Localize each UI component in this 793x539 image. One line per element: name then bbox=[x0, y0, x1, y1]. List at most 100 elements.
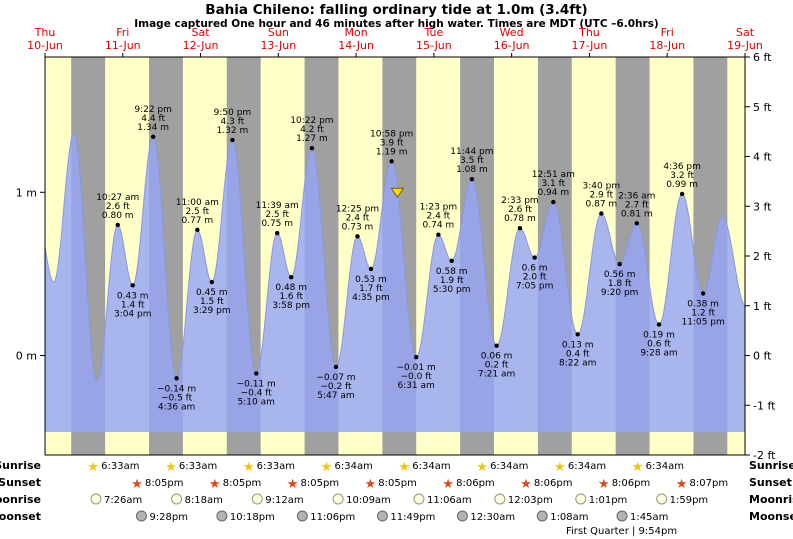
astro-time-label: 6:34am bbox=[335, 461, 373, 472]
svg-text:1.34 m: 1.34 m bbox=[137, 123, 169, 133]
tide-low-annotation: 0.19 m0.6 ft9:28 am bbox=[640, 322, 678, 358]
sunset-event: ★ 8:06pm bbox=[520, 477, 572, 492]
tide-extreme-dot bbox=[389, 159, 394, 164]
tide-line bbox=[44, 133, 746, 383]
astro-row-sunset: Sunset Sunset★ 8:05pm ★ 8:05pm ★ 8:05pm ★ 8:05pm… bbox=[0, 476, 792, 492]
astro-group: SunriseSunrise★6:33am★6:33am★6:33am★6:34… bbox=[0, 459, 793, 523]
tide-high-annotation: 1:23 pm2.4 ft0.74 m bbox=[420, 203, 457, 237]
sunrise-star-icon: ★ bbox=[632, 460, 644, 475]
row-label-right: Sunset bbox=[749, 476, 792, 489]
day-label-group: Thu10-JunFri11-JunSat12-JunSun13-JunMon1… bbox=[27, 26, 763, 57]
current-tide-marker bbox=[390, 187, 405, 199]
astro-time-label: 11:06pm bbox=[310, 512, 355, 523]
right-axis-label: -2 ft bbox=[753, 449, 776, 462]
svg-text:18-Jun: 18-Jun bbox=[649, 39, 685, 52]
svg-text:2.0 ft: 2.0 ft bbox=[523, 273, 547, 283]
tide-extreme-dot bbox=[551, 199, 556, 205]
svg-text:2.5 ft: 2.5 ft bbox=[265, 210, 289, 220]
svg-text:0.53 m: 0.53 m bbox=[355, 275, 387, 285]
svg-text:0.58 m: 0.58 m bbox=[436, 267, 468, 277]
astro-time-label: 12:03pm bbox=[508, 495, 553, 506]
moonset-event: 10:18pm bbox=[216, 510, 275, 523]
svg-text:3.2 ft: 3.2 ft bbox=[670, 171, 694, 181]
tide-extreme-dot bbox=[617, 261, 622, 267]
svg-text:0.80 m: 0.80 m bbox=[102, 211, 134, 221]
svg-text:2.4 ft: 2.4 ft bbox=[427, 212, 451, 222]
row-label-right: Sunrise bbox=[749, 459, 793, 472]
svg-text:0.87 m: 0.87 m bbox=[586, 199, 618, 209]
tide-low-annotation: 0.48 m1.6 ft3:58 pm bbox=[272, 274, 310, 311]
sunrise-star-icon: ★ bbox=[398, 460, 410, 475]
right-axis-label: 2 ft bbox=[753, 250, 772, 263]
astro-time-label: 6:33am bbox=[101, 461, 139, 472]
astro-time-label: 8:05pm bbox=[301, 478, 340, 489]
astro-time-label: 10:18pm bbox=[230, 512, 275, 523]
svg-text:10:22 pm: 10:22 pm bbox=[290, 116, 333, 126]
svg-text:4:35 pm: 4:35 pm bbox=[352, 293, 390, 303]
moonrise-event: 9:12am bbox=[251, 493, 304, 506]
moonset-icon bbox=[456, 510, 468, 522]
sunset-event: ★ 8:05pm bbox=[364, 477, 416, 492]
svg-text:4.3 ft: 4.3 ft bbox=[221, 117, 245, 127]
tide-high-annotation: 2:33 pm2.6 ft0.78 m bbox=[501, 196, 539, 231]
tide-area bbox=[45, 133, 745, 432]
tide-extreme-dot bbox=[209, 279, 215, 285]
svg-text:−0.0 ft: −0.0 ft bbox=[400, 372, 432, 382]
sunrise-star-icon: ★ bbox=[87, 460, 99, 475]
svg-text:8:22 am: 8:22 am bbox=[559, 358, 596, 368]
svg-text:0.19 m: 0.19 m bbox=[643, 330, 675, 340]
svg-text:16-Jun: 16-Jun bbox=[494, 39, 530, 52]
tide-high-annotation: 9:50 pm4.3 ft1.32 m bbox=[214, 108, 251, 143]
tide-extreme-dot bbox=[575, 332, 580, 337]
moonrise-event: 12:03pm bbox=[494, 493, 553, 506]
right-axis-label: 5 ft bbox=[753, 101, 772, 114]
svg-text:3.5 ft: 3.5 ft bbox=[460, 156, 484, 166]
svg-text:9:28 am: 9:28 am bbox=[640, 348, 677, 358]
moonset-event: 1:45am bbox=[616, 510, 668, 523]
right-axis-label: 1 ft bbox=[753, 300, 772, 313]
svg-text:−0.07 m: −0.07 m bbox=[316, 373, 355, 383]
sunrise-star-icon: ★ bbox=[321, 460, 333, 475]
tide-high-annotation: 4:36 pm3.2 ft0.99 m bbox=[663, 162, 701, 197]
tide-high-annotation: 11:44 pm3.5 ft1.08 m bbox=[450, 147, 494, 182]
svg-text:0.78 m: 0.78 m bbox=[504, 214, 536, 224]
moonset-icon bbox=[216, 510, 228, 522]
sunset-event: ★ 8:06pm bbox=[442, 477, 494, 492]
svg-text:5:10 am: 5:10 am bbox=[238, 397, 275, 407]
moon-phase-footnote: First Quarter | 9:54pm bbox=[566, 526, 677, 537]
astro-row-sunrise: SunriseSunrise★6:33am★6:33am★6:33am★6:34… bbox=[0, 459, 793, 475]
svg-text:11:44 pm: 11:44 pm bbox=[450, 147, 493, 157]
sunrise-star-icon: ★ bbox=[476, 460, 488, 475]
svg-text:4:36 pm: 4:36 pm bbox=[663, 162, 701, 172]
astro-time-label: 8:05pm bbox=[145, 478, 184, 489]
right-axis-label: 4 ft bbox=[753, 151, 772, 164]
svg-text:3:04 pm: 3:04 pm bbox=[114, 309, 152, 319]
sunrise-star-icon: ★ bbox=[165, 460, 177, 475]
tide-extreme-dot bbox=[494, 343, 499, 348]
moonset-event: 11:49pm bbox=[376, 510, 435, 523]
moonset-event: 9:28pm bbox=[135, 510, 188, 523]
sunset-star-icon: ★ bbox=[209, 477, 221, 492]
astro-time-label: 8:07pm bbox=[690, 478, 729, 489]
moonrise-icon bbox=[251, 493, 263, 505]
tide-low-annotation: 0.06 m0.2 ft7:21 am bbox=[478, 343, 515, 380]
svg-text:9:22 pm: 9:22 pm bbox=[134, 105, 172, 115]
svg-text:11-Jun: 11-Jun bbox=[105, 39, 141, 52]
tide-high-annotation: 9:22 pm4.4 ft1.34 m bbox=[134, 105, 172, 139]
svg-text:0.6 m: 0.6 m bbox=[522, 264, 548, 274]
svg-text:1.6 ft: 1.6 ft bbox=[279, 292, 303, 302]
astro-time-label: 11:06am bbox=[427, 495, 472, 506]
svg-text:0.43 m: 0.43 m bbox=[117, 291, 149, 301]
svg-text:4.4 ft: 4.4 ft bbox=[141, 114, 165, 124]
tide-extreme-dot bbox=[700, 291, 706, 296]
svg-text:1.08 m: 1.08 m bbox=[456, 165, 488, 175]
astro-row-moonset: Moonset Moonset 9:28pm 10:18pm 11:06pm 11:49p… bbox=[0, 510, 793, 523]
svg-text:0.75 m: 0.75 m bbox=[261, 219, 293, 229]
tide-extreme-dot bbox=[150, 134, 156, 139]
svg-text:0.06 m: 0.06 m bbox=[481, 352, 513, 362]
svg-text:1.2 ft: 1.2 ft bbox=[691, 308, 715, 318]
